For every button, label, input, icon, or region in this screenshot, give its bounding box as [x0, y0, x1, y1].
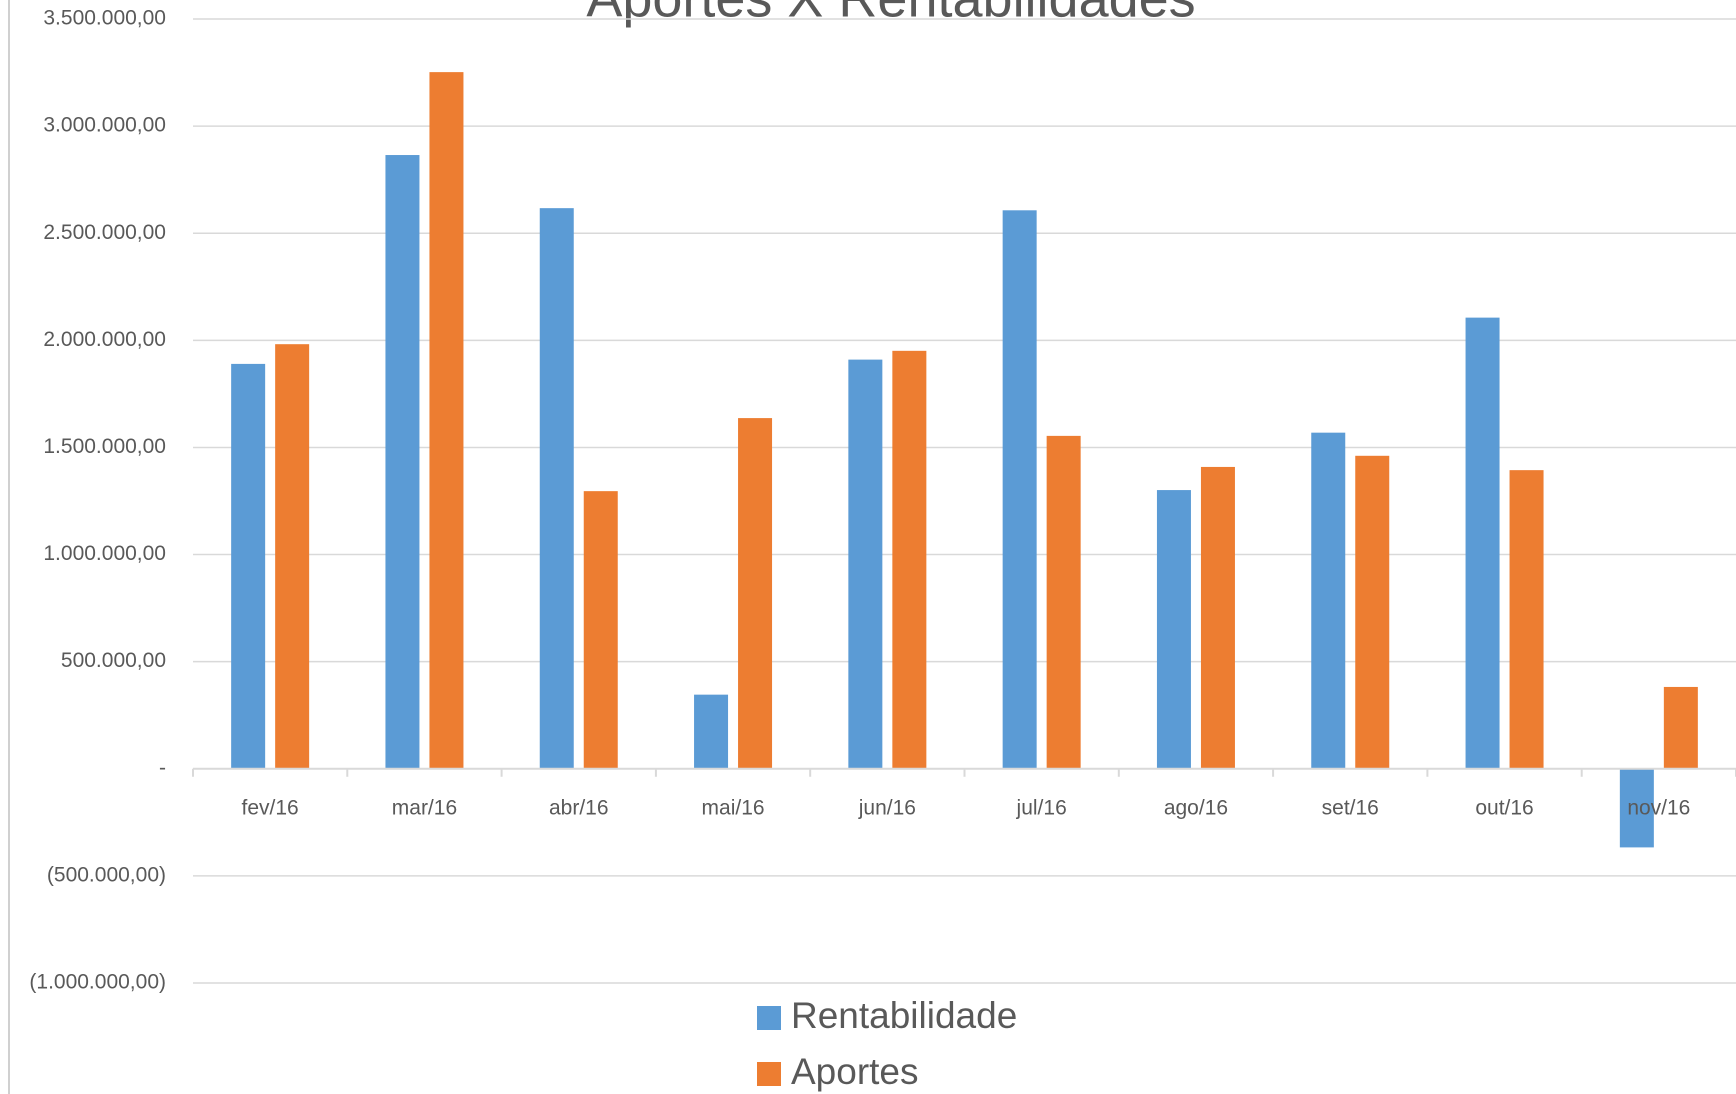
x-tick-label: mai/16 — [702, 796, 765, 819]
y-tick-label: 500.000,00 — [61, 649, 166, 672]
x-tick-label: nov/16 — [1627, 796, 1690, 819]
y-tick-label: 1.500.000,00 — [43, 435, 166, 458]
x-tick-label: mar/16 — [392, 796, 457, 819]
bar — [1509, 470, 1544, 769]
bar — [892, 350, 927, 769]
bar — [1355, 455, 1390, 769]
x-tick-label: out/16 — [1475, 796, 1533, 819]
bar — [848, 359, 883, 769]
bar — [231, 363, 266, 769]
y-tick-label: (500.000,00) — [47, 863, 166, 886]
bar — [1200, 466, 1235, 769]
bar — [429, 72, 464, 769]
y-tick-label: (1.000.000,00) — [29, 971, 166, 994]
bar — [275, 344, 310, 769]
bar — [1311, 432, 1346, 769]
bar — [539, 208, 574, 769]
x-tick-label: fev/16 — [242, 796, 299, 819]
bar — [694, 694, 729, 769]
bar — [738, 418, 773, 769]
legend-swatch — [757, 1006, 781, 1030]
bar — [1002, 210, 1037, 769]
bar — [385, 155, 420, 769]
bar — [1465, 317, 1500, 769]
y-tick-label: 2.000.000,00 — [43, 328, 166, 351]
x-tick-label: set/16 — [1322, 796, 1379, 819]
legend-label: Rentabilidade — [791, 995, 1017, 1036]
y-tick-label: 2.500.000,00 — [43, 221, 166, 244]
chart-title: Aportes X Rentabilidades — [586, 0, 1195, 28]
legend-swatch — [757, 1062, 781, 1086]
bar — [1663, 686, 1698, 769]
bar — [1156, 490, 1191, 769]
x-tick-label: ago/16 — [1164, 796, 1228, 819]
y-tick-label: 3.500.000,00 — [43, 7, 166, 30]
y-tick-label: - — [159, 756, 166, 779]
x-tick-label: jul/16 — [1016, 796, 1067, 819]
y-tick-label: 1.000.000,00 — [43, 542, 166, 565]
legend-label: Aportes — [791, 1051, 919, 1092]
bar — [583, 491, 618, 769]
y-tick-label: 3.000.000,00 — [43, 114, 166, 137]
x-tick-label: jun/16 — [858, 796, 916, 819]
bar — [1619, 768, 1654, 848]
bar — [1046, 435, 1081, 769]
x-tick-label: abr/16 — [549, 796, 609, 819]
